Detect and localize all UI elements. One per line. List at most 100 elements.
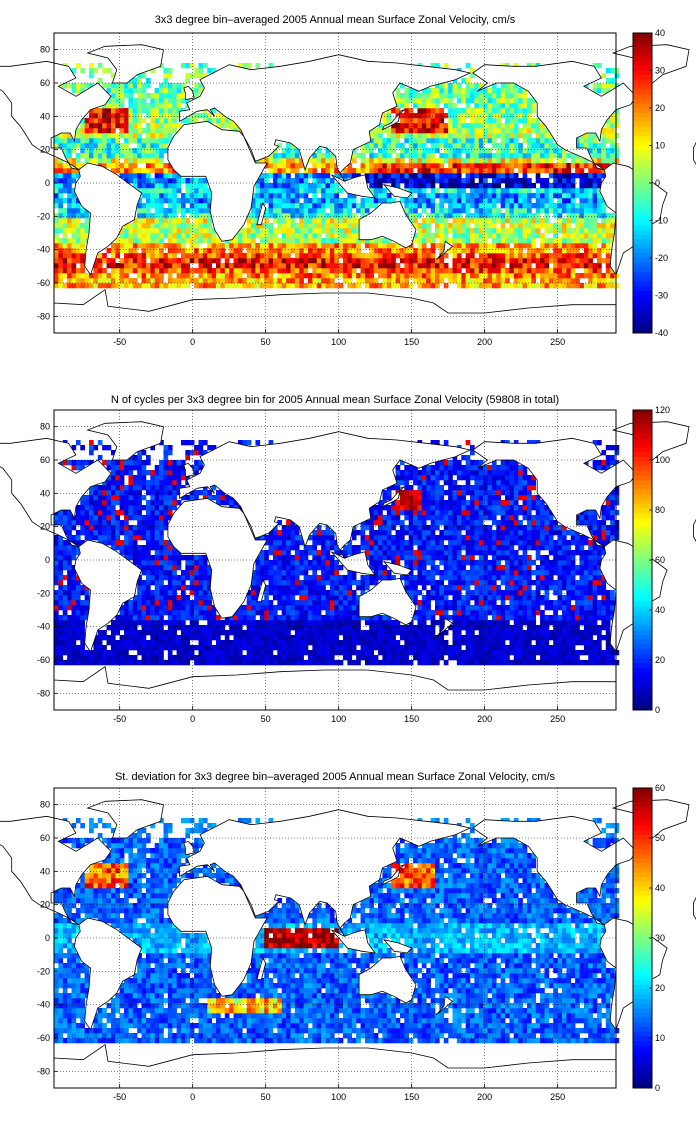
heat-cell: [513, 283, 519, 289]
heat-cell: [145, 223, 151, 229]
heat-cell: [176, 480, 182, 486]
heat-cell: [426, 178, 431, 184]
heat-cell: [522, 273, 528, 279]
heat-cell: [417, 123, 423, 129]
heat-cell: [465, 163, 471, 169]
heat-cell: [137, 500, 142, 506]
colorbar-step: [633, 154, 652, 160]
heat-cell: [255, 223, 261, 229]
heat-cell: [181, 248, 186, 254]
heat-cell: [566, 203, 572, 209]
heat-cell: [251, 625, 256, 631]
heat-cell: [229, 660, 234, 666]
heat-cell: [154, 183, 160, 189]
heat-cell: [561, 218, 567, 224]
heat-cell: [115, 475, 120, 481]
heat-cell: [553, 268, 558, 274]
heat-cell: [382, 248, 388, 254]
heat-cell: [67, 595, 72, 601]
heat-cell: [483, 178, 488, 184]
heat-cell: [128, 630, 134, 636]
heat-cell: [106, 480, 112, 486]
colorbar-step: [633, 93, 652, 100]
heat-cell: [62, 595, 68, 601]
heat-cell: [553, 248, 558, 254]
heat-cell: [242, 630, 247, 636]
heat-cell: [312, 228, 318, 234]
heat-cell: [137, 510, 142, 516]
heat-cell: [211, 268, 217, 274]
heat-cell: [566, 283, 572, 289]
heat-cell: [413, 218, 418, 224]
heat-cell: [456, 213, 462, 219]
heat-cell: [347, 283, 353, 289]
heat-cell: [491, 223, 497, 229]
heat-cell: [71, 550, 77, 556]
heat-cell: [207, 68, 212, 74]
heat-cell: [303, 273, 309, 279]
heat-cell: [233, 278, 239, 284]
heat-cell: [67, 525, 72, 531]
heat-cell: [115, 108, 120, 114]
heat-cell: [540, 148, 545, 154]
heat-cell: [189, 193, 195, 199]
heat-cell: [207, 590, 212, 596]
heat-cell: [478, 273, 484, 279]
heat-cell: [132, 540, 138, 546]
heat-cell: [408, 133, 414, 139]
heat-cell: [159, 575, 164, 581]
heat-cell: [443, 283, 449, 289]
heat-cell: [456, 83, 462, 89]
heat-cell: [154, 520, 160, 526]
heat-cell: [321, 248, 326, 254]
heat-cell: [181, 208, 186, 214]
land-uk: [183, 85, 195, 101]
heat-cell: [290, 228, 296, 234]
heat-cell: [496, 273, 501, 279]
heat-cell: [145, 540, 151, 546]
colorbar-step: [633, 197, 652, 203]
heat-cell: [421, 113, 427, 119]
heat-cell: [513, 183, 519, 189]
heat-cell: [163, 148, 169, 154]
heat-cell: [97, 108, 103, 114]
heat-cell: [97, 500, 103, 506]
heat-cell: [434, 83, 440, 89]
heat-cell: [588, 143, 593, 149]
heat-cell: [321, 158, 326, 164]
heat-cell: [343, 218, 348, 224]
heat-cell: [413, 178, 418, 184]
heat-cell: [93, 515, 99, 521]
heat-cell: [316, 163, 322, 169]
heat-cell: [220, 243, 226, 249]
heat-cell: [456, 273, 462, 279]
heat-cell: [373, 183, 379, 189]
heat-cell: [575, 213, 580, 219]
heat-cell: [417, 133, 423, 139]
heat-cell: [141, 605, 147, 611]
heat-cell: [325, 253, 331, 259]
heat-cell: [89, 133, 94, 139]
heat-cell: [115, 243, 120, 249]
heat-cell: [167, 505, 173, 511]
heat-cell: [145, 590, 151, 596]
heat-cell: [259, 253, 265, 259]
heat-cell: [141, 535, 147, 541]
heat-cell: [417, 148, 423, 154]
heat-cell: [154, 123, 160, 129]
heat-cell: [128, 158, 134, 164]
heat-cell: [470, 168, 475, 174]
heat-cell: [141, 545, 147, 551]
heat-cell: [561, 268, 567, 274]
heat-cell: [487, 208, 493, 214]
heat-cell: [548, 208, 554, 214]
land-namerica2: [472, 60, 637, 171]
heat-cell: [211, 228, 217, 234]
heat-cell: [483, 238, 488, 244]
heat-cell: [483, 138, 488, 144]
heat-cell: [570, 268, 576, 274]
heat-cell: [505, 183, 510, 189]
heat-cell: [386, 173, 392, 179]
heat-cell: [575, 228, 580, 234]
